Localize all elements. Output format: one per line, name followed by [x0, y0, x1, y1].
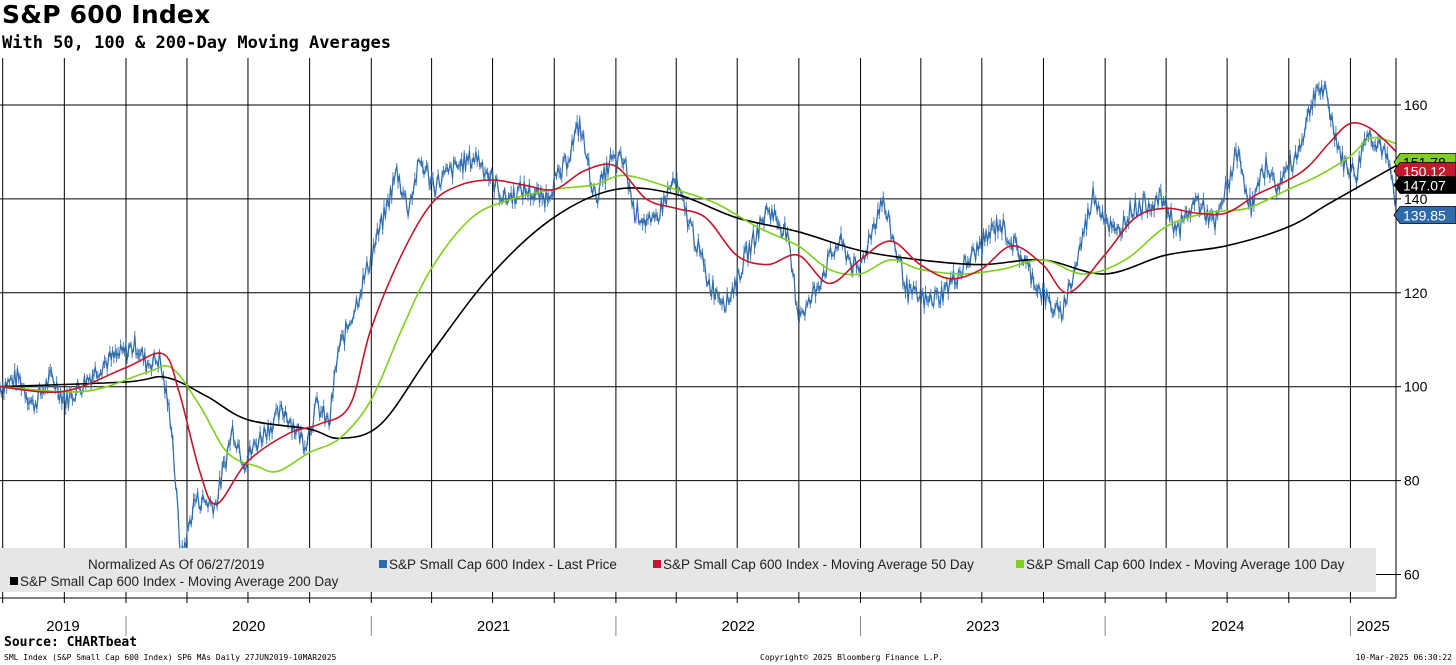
legend: Normalized As Of 06/27/2019 S&P Small Cap…: [0, 548, 1376, 592]
footer-timestamp: 10-Mar-2025 06:30:22: [1355, 653, 1452, 662]
y-tick-label: 60: [1404, 567, 1420, 583]
x-year-label: 2024: [1211, 618, 1244, 635]
series-ma-100: [0, 136, 1397, 473]
footer-left: SML Index (S&P Small Cap 600 Index) SP6 …: [4, 653, 337, 662]
source-note: Source: CHARTbeat: [4, 635, 138, 650]
x-year-label: 2020: [232, 618, 265, 635]
y-tick-label: 80: [1404, 473, 1420, 489]
value-tag-last-price-text: 139.85: [1403, 208, 1446, 224]
chart-title: S&P 600 Index: [2, 0, 211, 29]
grid: [0, 58, 1396, 598]
legend-item-last-price-swatch: [379, 560, 387, 568]
normalization-note: Normalized As Of 06/27/2019: [88, 557, 264, 572]
legend-background: [0, 548, 1376, 592]
y-tick-label: 120: [1404, 285, 1428, 301]
x-year-label: 2019: [46, 618, 79, 635]
legend-item-ma-100-swatch: [1016, 560, 1024, 568]
x-year-label: 2022: [722, 618, 755, 635]
value-tag-ma-50-text: 150.12: [1403, 164, 1446, 180]
axes: 60 80 100 120 140 160 2019 2020 2021 2022 2023 2024…: [0, 58, 1428, 636]
y-tick-label: 100: [1404, 379, 1428, 395]
x-year-label: 2021: [477, 618, 510, 635]
legend-item-last-price: S&P Small Cap 600 Index - Last Price: [389, 557, 617, 572]
chart-subtitle: With 50, 100 & 200-Day Moving Averages: [2, 33, 391, 53]
legend-item-ma-50-swatch: [653, 560, 661, 568]
legend-item-ma-200: S&P Small Cap 600 Index - Moving Average…: [20, 574, 339, 589]
legend-item-ma-50: S&P Small Cap 600 Index - Moving Average…: [663, 557, 974, 572]
x-year-label: 2025: [1357, 618, 1390, 635]
legend-item-ma-200-swatch: [10, 577, 18, 585]
value-tag-last-price: [1393, 206, 1456, 224]
series-ma-50: [0, 122, 1397, 505]
series-last-price: [0, 84, 1397, 569]
footer-copyright: Copyright© 2025 Bloomberg Finance L.P.: [760, 653, 944, 662]
legend-item-ma-100: S&P Small Cap 600 Index - Moving Average…: [1026, 557, 1345, 572]
series-layer: [0, 79, 1397, 574]
series-ma-200: [0, 165, 1397, 440]
y-tick-label: 160: [1404, 97, 1428, 113]
value-tag-ma-200: [1393, 176, 1456, 194]
y-tick-label: 140: [1404, 191, 1428, 207]
value-tag-ma-200-text: 147.07: [1403, 178, 1446, 194]
x-year-label: 2023: [966, 618, 999, 635]
